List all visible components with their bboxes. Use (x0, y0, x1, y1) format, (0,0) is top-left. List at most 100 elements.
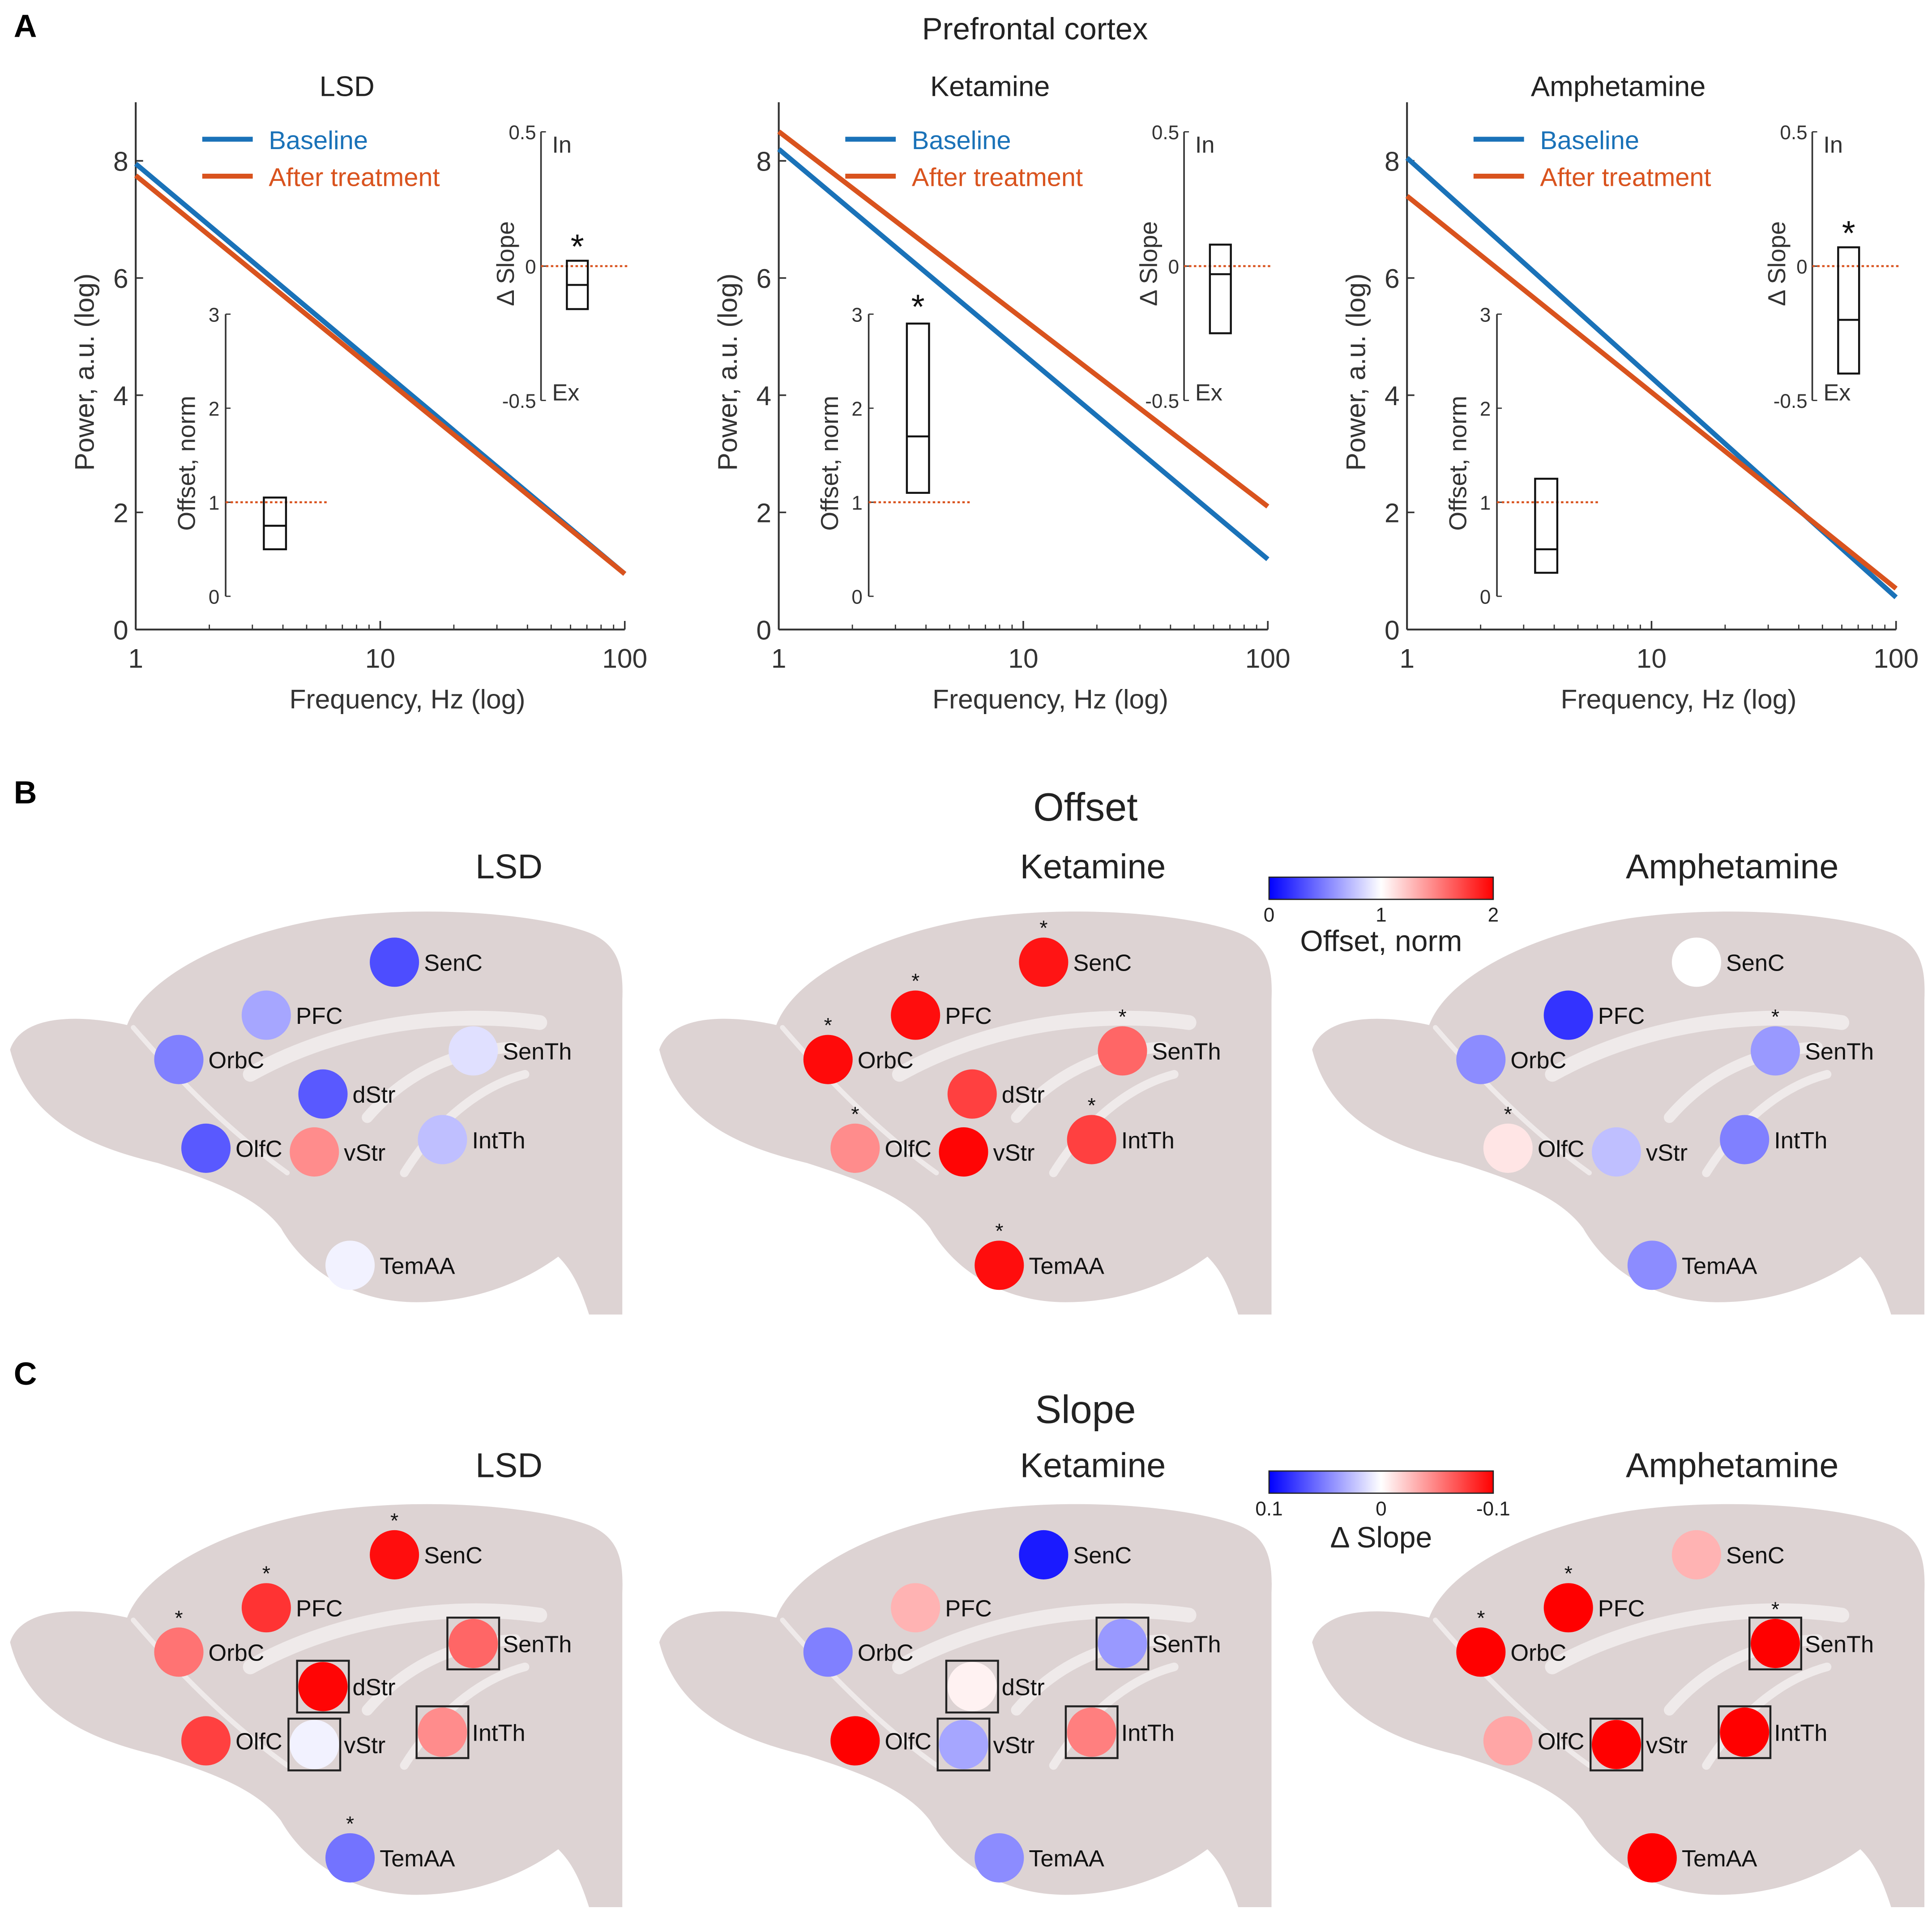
region-dot-temaa (1627, 1833, 1677, 1883)
inset-slope-tick-label: -0.5 (502, 390, 536, 412)
region-sig-orbc: * (1477, 1606, 1485, 1630)
inset-offset-tick-label: 3 (851, 304, 862, 326)
inset-slope-top-label: In (1195, 132, 1215, 158)
region-dot-orbc (803, 1627, 853, 1677)
region-box-intth (1064, 1705, 1119, 1759)
inset-offset-tick-label: 3 (209, 304, 219, 326)
region-sig-olfc: * (1504, 1102, 1512, 1125)
brain-map-offset-lsd: LSD SenC PFC OrbC SenTh dStr OlfC vStr IntTh TemA… (10, 847, 623, 1315)
inset-slope-top-label: In (1823, 132, 1843, 158)
region-dot-olfc (830, 1716, 880, 1766)
panel-letter-b: B (14, 775, 37, 810)
region-sig-pfc: * (1564, 1562, 1573, 1585)
chart-title: Amphetamine (1531, 71, 1705, 103)
inset-offset-tick-label: 1 (851, 492, 862, 514)
inset-offset-box (906, 322, 930, 494)
y-tick-label: 8 (757, 146, 772, 176)
region-dot-senth (449, 1026, 498, 1076)
inset-slope-sig: * (1842, 214, 1855, 252)
region-label-senth: SenTh (1152, 1631, 1221, 1657)
y-axis-label: Power, a.u. (log) (69, 274, 100, 471)
brain-outline (1312, 1504, 1925, 1907)
region-label-senc: SenC (1073, 1543, 1132, 1569)
region-label-intth: IntTh (1121, 1720, 1175, 1746)
region-box-senth (1748, 1617, 1803, 1671)
y-tick-label: 0 (757, 615, 772, 645)
inset-slope-tick-label: -0.5 (1145, 390, 1179, 412)
region-dot-temaa (1627, 1241, 1677, 1290)
region-label-orbc: OrbC (209, 1640, 265, 1666)
region-label-vstr: vStr (993, 1733, 1035, 1759)
inset-slope-tick-label: 0 (525, 256, 536, 278)
region-sig-pfc: * (262, 1562, 270, 1585)
x-axis-label: Frequency, Hz (log) (289, 684, 525, 714)
inset-slope-tick-label: 0 (1796, 256, 1807, 278)
region-label-intth: IntTh (1774, 1720, 1827, 1746)
region-label-olfc: OlfC (235, 1136, 282, 1162)
region-label-pfc: PFC (945, 1596, 992, 1622)
region-dot-olfc (1483, 1716, 1533, 1766)
region-dot-pfc (1543, 1583, 1593, 1633)
region-label-senth: SenTh (503, 1631, 572, 1657)
region-label-senth: SenTh (1805, 1631, 1874, 1657)
region-dot-intth (418, 1707, 467, 1757)
y-tick-label: 2 (757, 498, 772, 528)
region-label-senth: SenTh (1805, 1039, 1874, 1065)
inset-offset-tick-label: 3 (1480, 304, 1491, 326)
region-dot-temaa (325, 1241, 375, 1290)
region-label-olfc: OlfC (1538, 1729, 1585, 1755)
colorbar-slope-label: Δ Slope (1330, 1520, 1432, 1553)
region-label-orbc: OrbC (858, 1048, 914, 1074)
region-label-dstr: dStr (1002, 1082, 1045, 1108)
region-dot-dstr (947, 1662, 997, 1712)
inset-slope-ylabel: Δ Slope (1135, 221, 1163, 306)
offset-section-title: Offset (1033, 785, 1137, 829)
region-sig-senc: * (390, 1509, 398, 1532)
region-label-olfc: OlfC (885, 1136, 932, 1162)
y-tick-label: 8 (1385, 146, 1400, 176)
map-title: Amphetamine (1626, 847, 1838, 886)
region-sig-senth: * (1771, 1598, 1779, 1621)
region-box-vstr (936, 1717, 991, 1772)
slope-section-title: Slope (1035, 1387, 1136, 1431)
region-dot-senth (1098, 1026, 1147, 1076)
y-axis-label: Power, a.u. (log) (712, 274, 743, 471)
region-label-pfc: PFC (296, 1003, 343, 1029)
region-dot-orbc (154, 1035, 204, 1084)
x-tick-label: 1 (771, 643, 786, 674)
region-dot-pfc (241, 1583, 291, 1633)
x-tick-label: 1 (1399, 643, 1415, 674)
map-title: LSD (475, 847, 543, 886)
legend-label: Baseline (269, 126, 368, 155)
inset-slope-tick-label: -0.5 (1774, 390, 1808, 412)
region-label-senc: SenC (1726, 1543, 1785, 1569)
region-label-senth: SenTh (1152, 1039, 1221, 1065)
inset-offset-ylabel: Offset, norm (172, 396, 200, 531)
inset-slope-box (1837, 246, 1860, 375)
region-dot-senc (1671, 1530, 1721, 1579)
region-box-dstr (296, 1660, 350, 1714)
brain-fiber-tract (1545, 1010, 1850, 1082)
inset-slope-ylabel: Δ Slope (1763, 221, 1791, 306)
region-label-pfc: PFC (945, 1003, 992, 1029)
colorbar-slope-tick-2: -0.1 (1476, 1498, 1510, 1520)
region-dot-intth (1067, 1707, 1116, 1757)
brain-fiber-tract (400, 1070, 530, 1177)
legend-label: After treatment (1540, 163, 1711, 192)
series-line-baseline (777, 147, 1269, 561)
region-label-pfc: PFC (1598, 1596, 1645, 1622)
colorbar-slope-tick-0: 0.1 (1255, 1498, 1282, 1520)
x-tick-label: 100 (1245, 643, 1291, 674)
region-dot-temaa (325, 1833, 375, 1883)
region-dot-pfc (241, 990, 291, 1040)
region-dot-orbc (1456, 1627, 1506, 1677)
series-line-after-treatment (134, 173, 627, 576)
x-tick-label: 100 (602, 643, 647, 674)
panel-letter-a: A (14, 9, 37, 44)
region-box-intth (1718, 1705, 1772, 1759)
inset-offset-box (263, 496, 287, 551)
region-sig-senc: * (1039, 916, 1047, 940)
region-dot-vstr (1591, 1720, 1641, 1769)
